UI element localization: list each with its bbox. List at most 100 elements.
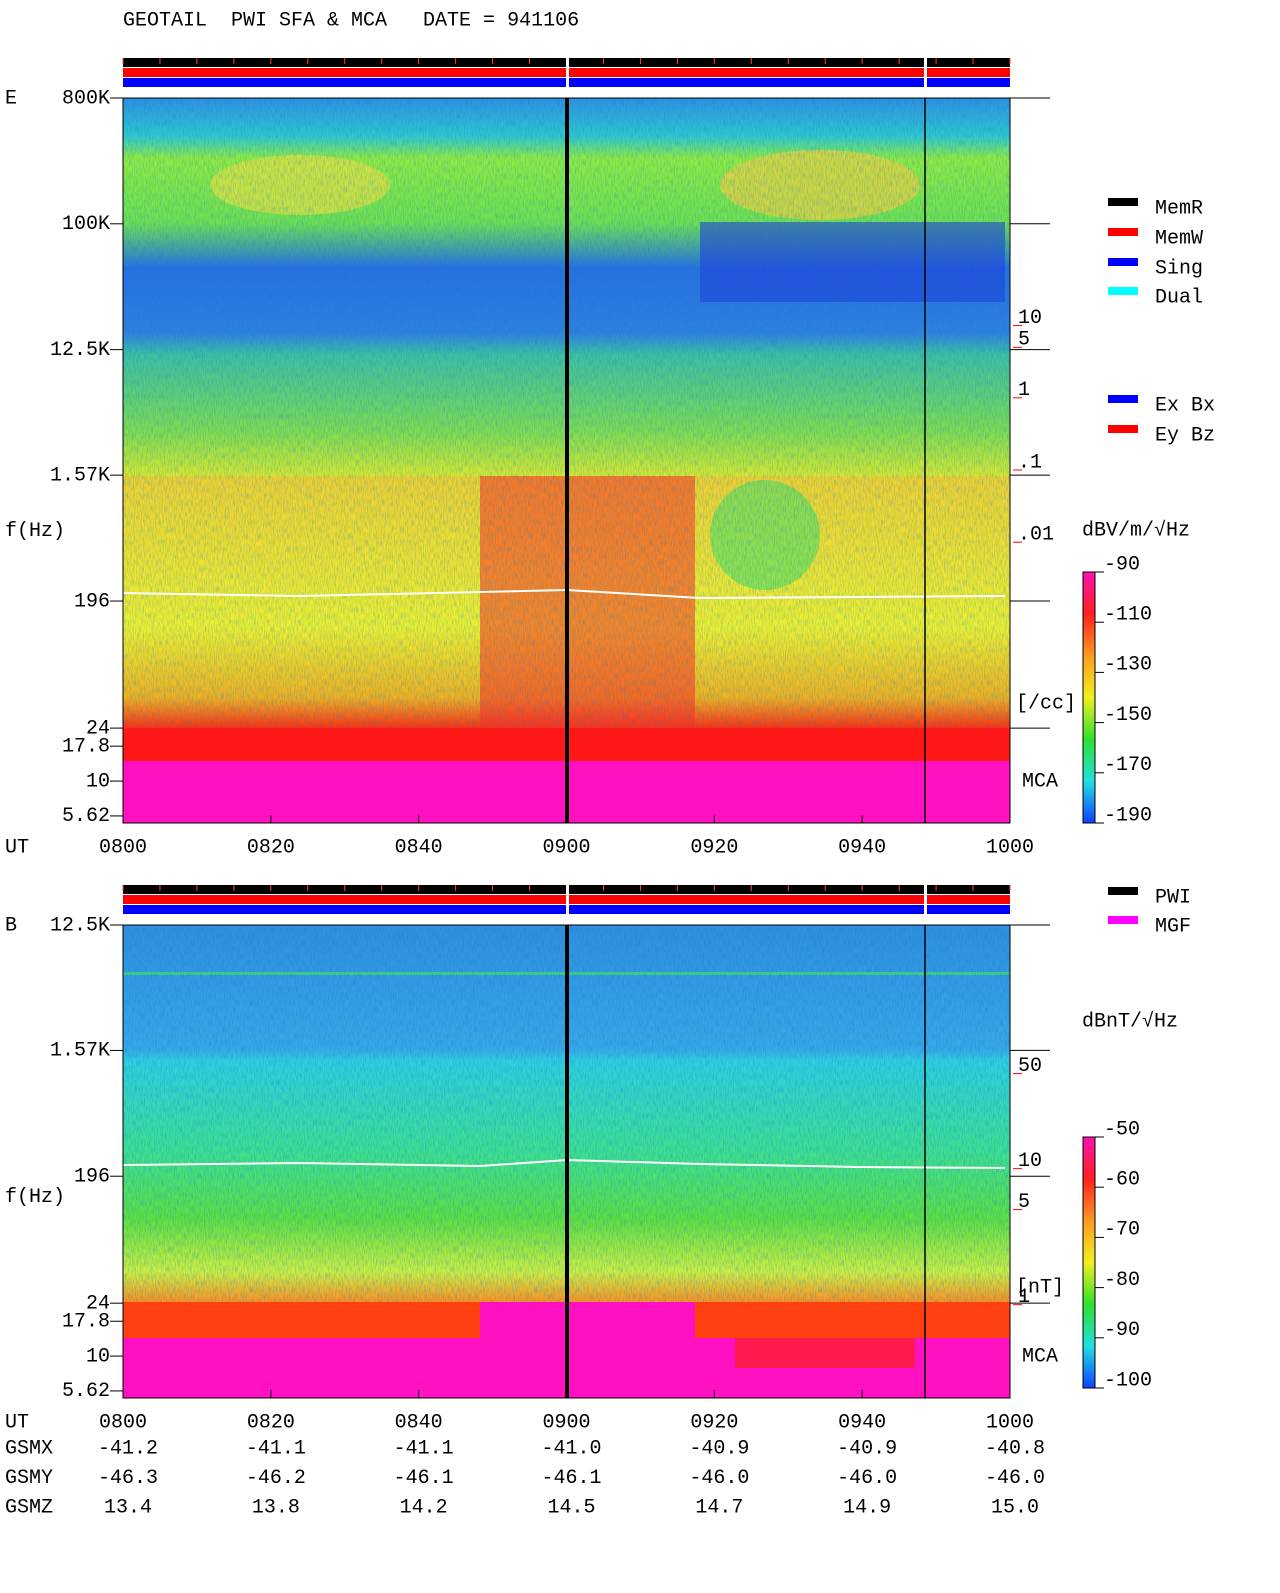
x-tick-label: 1000 [986, 836, 1034, 859]
orbit-cell: -46.2 [246, 1467, 306, 1490]
colorbar-tick-label: -150 [1104, 704, 1152, 727]
legend-swatch [1108, 198, 1138, 206]
legend-swatch [1108, 228, 1138, 236]
colorbar-label: dBnT/√Hz [1082, 1009, 1178, 1033]
orbit-cell: -40.9 [689, 1437, 749, 1460]
y-axis-label: f(Hz) [5, 520, 65, 543]
colorbar-tick-label: -130 [1104, 654, 1152, 677]
y-tick-label: 12.5K [50, 339, 110, 362]
y2-axis-label: [nT] [1016, 1276, 1064, 1299]
colorbar [1082, 571, 1096, 824]
orbit-cell: -41.0 [541, 1437, 601, 1460]
y2-tick-label: 5 [1018, 1191, 1030, 1214]
x-tick-label: 0840 [395, 1411, 443, 1434]
y2-tick-label: 1 [1018, 1286, 1030, 1309]
x-tick-label: 0800 [99, 1411, 147, 1434]
x-tick-label: 0920 [690, 1411, 738, 1434]
orbit-row-label: GSMZ [5, 1496, 53, 1519]
y2-tick-label: .01 [1018, 523, 1054, 546]
colorbar-tick-label: -90 [1104, 553, 1140, 576]
y2-tick-label: 1 [1018, 379, 1030, 402]
legend-label: PWI [1155, 886, 1191, 909]
legend-swatch [1108, 287, 1138, 295]
y-tick-label: 196 [74, 590, 110, 613]
region-label: MCA [1022, 770, 1058, 793]
status-gap [924, 885, 927, 914]
y-tick-label: 1.57K [50, 1040, 110, 1063]
y-tick-label: 5.62 [62, 805, 110, 828]
title: GEOTAIL PWI SFA & MCA DATE = 941106 [123, 9, 579, 32]
orbit-row-label: GSMX [5, 1437, 53, 1460]
legend-swatch [1108, 258, 1138, 266]
x-tick-label: 0900 [542, 836, 590, 859]
x-axis-label: UT [5, 1411, 29, 1434]
legend-label: Ey Bz [1155, 424, 1215, 447]
y-tick-label: 24 [86, 717, 110, 740]
y-tick-label: 100K [62, 213, 110, 236]
colorbar-label: dBV/m/√Hz [1082, 518, 1190, 542]
legend-swatch [1108, 395, 1138, 403]
x-tick-label: 0840 [395, 836, 443, 859]
y2-tick-label: 5 [1018, 329, 1030, 352]
y2-tick-label: 50 [1018, 1055, 1042, 1078]
legend-swatch [1108, 916, 1138, 924]
orbit-cell: -41.1 [246, 1437, 306, 1460]
y-tick-label: 10 [86, 770, 110, 793]
x-tick-label: 0940 [838, 1411, 886, 1434]
colorbar-tick-label: -70 [1104, 1219, 1140, 1242]
x-axis-label: UT [5, 836, 29, 859]
orbit-cell: -46.0 [689, 1467, 749, 1490]
orbit-cell: 13.8 [252, 1496, 300, 1519]
panel-label: B [5, 914, 17, 937]
orbit-cell: -46.0 [985, 1467, 1045, 1490]
y-tick-label: 1.57K [50, 464, 110, 487]
y-tick-label: 196 [74, 1165, 110, 1188]
legend-label: MGF [1155, 915, 1191, 938]
legend-label: Dual [1155, 286, 1203, 309]
colorbar-tick-label: -90 [1104, 1319, 1140, 1342]
orbit-cell: -40.8 [985, 1437, 1045, 1460]
orbit-cell: 14.9 [843, 1496, 891, 1519]
colorbar-tick-label: -80 [1104, 1269, 1140, 1292]
colorbar-tick-label: -100 [1104, 1369, 1152, 1392]
y2-tick-label: 10 [1018, 307, 1042, 330]
legend-label: MemW [1155, 227, 1203, 250]
x-tick-label: 0800 [99, 836, 147, 859]
orbit-cell: 14.5 [547, 1496, 595, 1519]
orbit-cell: 14.7 [695, 1496, 743, 1519]
y-tick-label: 12.5K [50, 914, 110, 937]
orbit-cell: -46.1 [541, 1467, 601, 1490]
legend-label: MemR [1155, 197, 1203, 220]
colorbar [1082, 1136, 1096, 1389]
data-gap-lines [565, 98, 926, 1398]
status-gap [566, 885, 569, 914]
orbit-row-label: GSMY [5, 1467, 53, 1490]
colorbar-tick-label: -110 [1104, 603, 1152, 626]
x-tick-label: 0900 [542, 1411, 590, 1434]
orbit-cell: -46.1 [394, 1467, 454, 1490]
status-gap [924, 58, 927, 87]
x-tick-label: 0820 [247, 836, 295, 859]
status-gap [566, 58, 569, 87]
panel-label: E [5, 87, 17, 110]
orbit-cell: 14.2 [400, 1496, 448, 1519]
orbit-cell: 15.0 [991, 1496, 1039, 1519]
orbit-cell: 13.4 [104, 1496, 152, 1519]
colorbar-tick-label: -190 [1104, 804, 1152, 827]
y-tick-label: 800K [62, 87, 110, 110]
x-tick-label: 0920 [690, 836, 738, 859]
y-tick-label: 24 [86, 1292, 110, 1315]
orbit-cell: -41.1 [394, 1437, 454, 1460]
orbit-cell: -46.3 [98, 1467, 158, 1490]
legend-swatch [1108, 425, 1138, 433]
legend-label: Sing [1155, 257, 1203, 280]
y2-tick-label: 10 [1018, 1150, 1042, 1173]
y2-tick-label: .1 [1018, 451, 1042, 474]
colorbar-tick-label: -60 [1104, 1168, 1140, 1191]
x-tick-label: 0820 [247, 1411, 295, 1434]
orbit-cell: -46.0 [837, 1467, 897, 1490]
y-tick-label: 5.62 [62, 1380, 110, 1403]
x-tick-label: 1000 [986, 1411, 1034, 1434]
orbit-cell: -40.9 [837, 1437, 897, 1460]
y-axis-label: f(Hz) [5, 1186, 65, 1209]
